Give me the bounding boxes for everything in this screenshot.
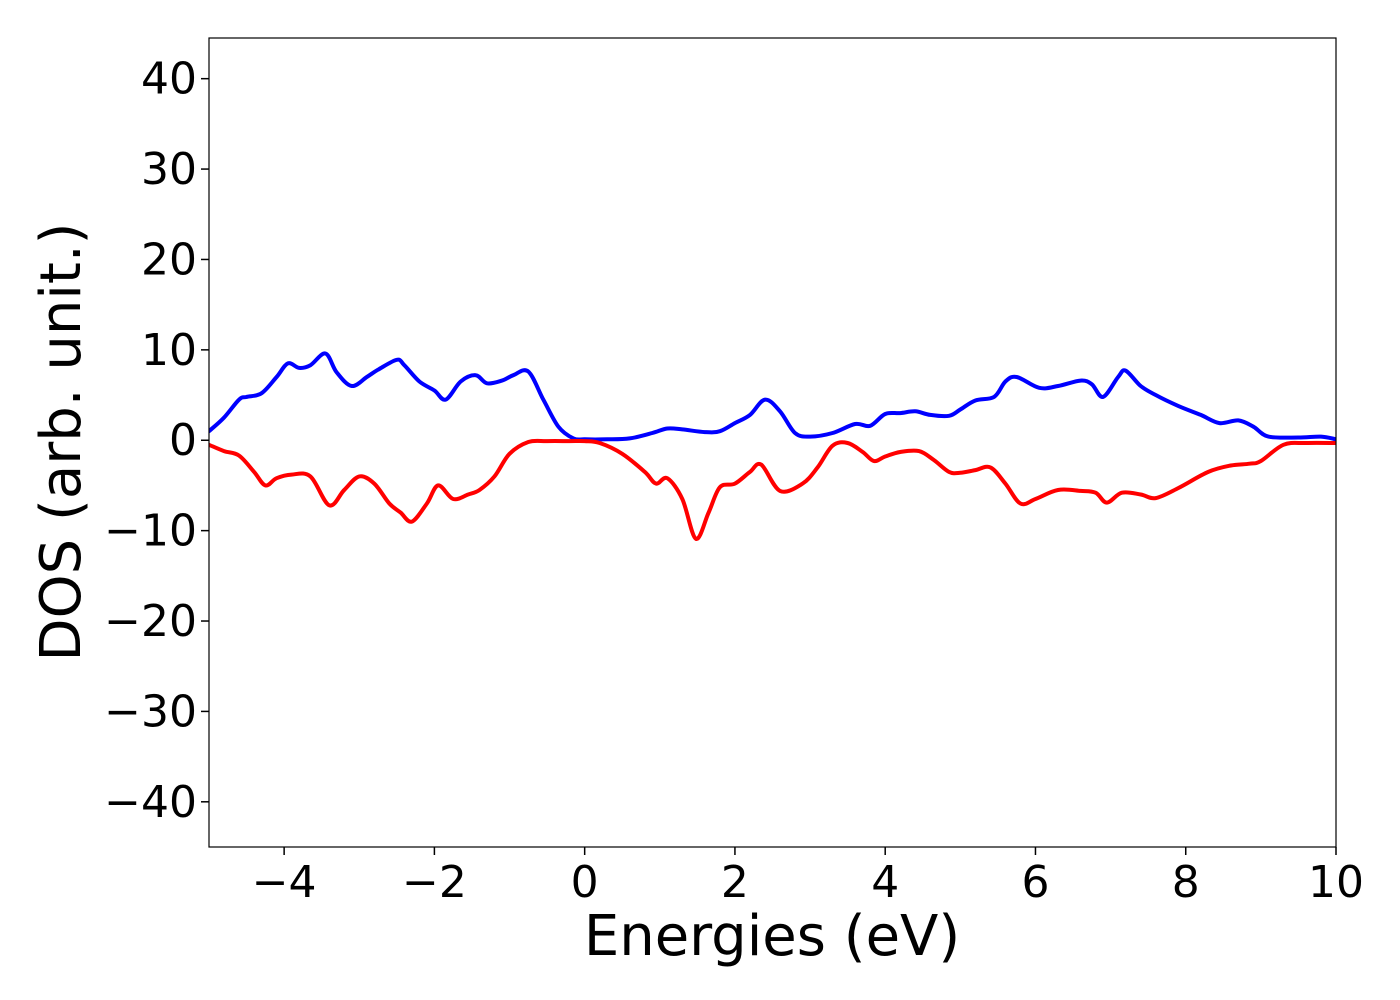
x-tick-label: 4 (871, 857, 899, 908)
y-tick-label: 40 (141, 54, 197, 105)
x-tick-label: −4 (252, 857, 317, 908)
y-tick-label: −20 (104, 596, 197, 647)
x-tick-label: 6 (1021, 857, 1049, 908)
y-axis-label: DOS (arb. unit.) (29, 222, 94, 661)
x-axis-label: Energies (eV) (584, 904, 960, 969)
y-tick-label: 10 (141, 325, 197, 376)
y-tick-label: 30 (141, 144, 197, 195)
y-tick-label: −30 (104, 686, 197, 737)
x-tick-label: −2 (402, 857, 467, 908)
x-tick-label: 8 (1172, 857, 1200, 908)
plot-frame (208, 37, 1337, 848)
x-axis: −4 −2 0 2 4 6 8 10 (252, 847, 1364, 908)
y-tick-label: 20 (141, 234, 197, 285)
x-tick-label: 2 (721, 857, 749, 908)
x-tick-label: 10 (1308, 857, 1364, 908)
dos-series-line-2 (209, 438, 1336, 541)
y-tick-label: −40 (104, 777, 197, 828)
y-tick-label: −10 (104, 506, 197, 557)
y-axis: 40 30 20 10 0 −10 −20 −30 −40 (104, 54, 209, 828)
series-layer (209, 351, 1336, 541)
y-tick-label: 0 (169, 415, 197, 466)
dos-series-line-1 (209, 351, 1336, 442)
x-tick-label: 0 (571, 857, 599, 908)
